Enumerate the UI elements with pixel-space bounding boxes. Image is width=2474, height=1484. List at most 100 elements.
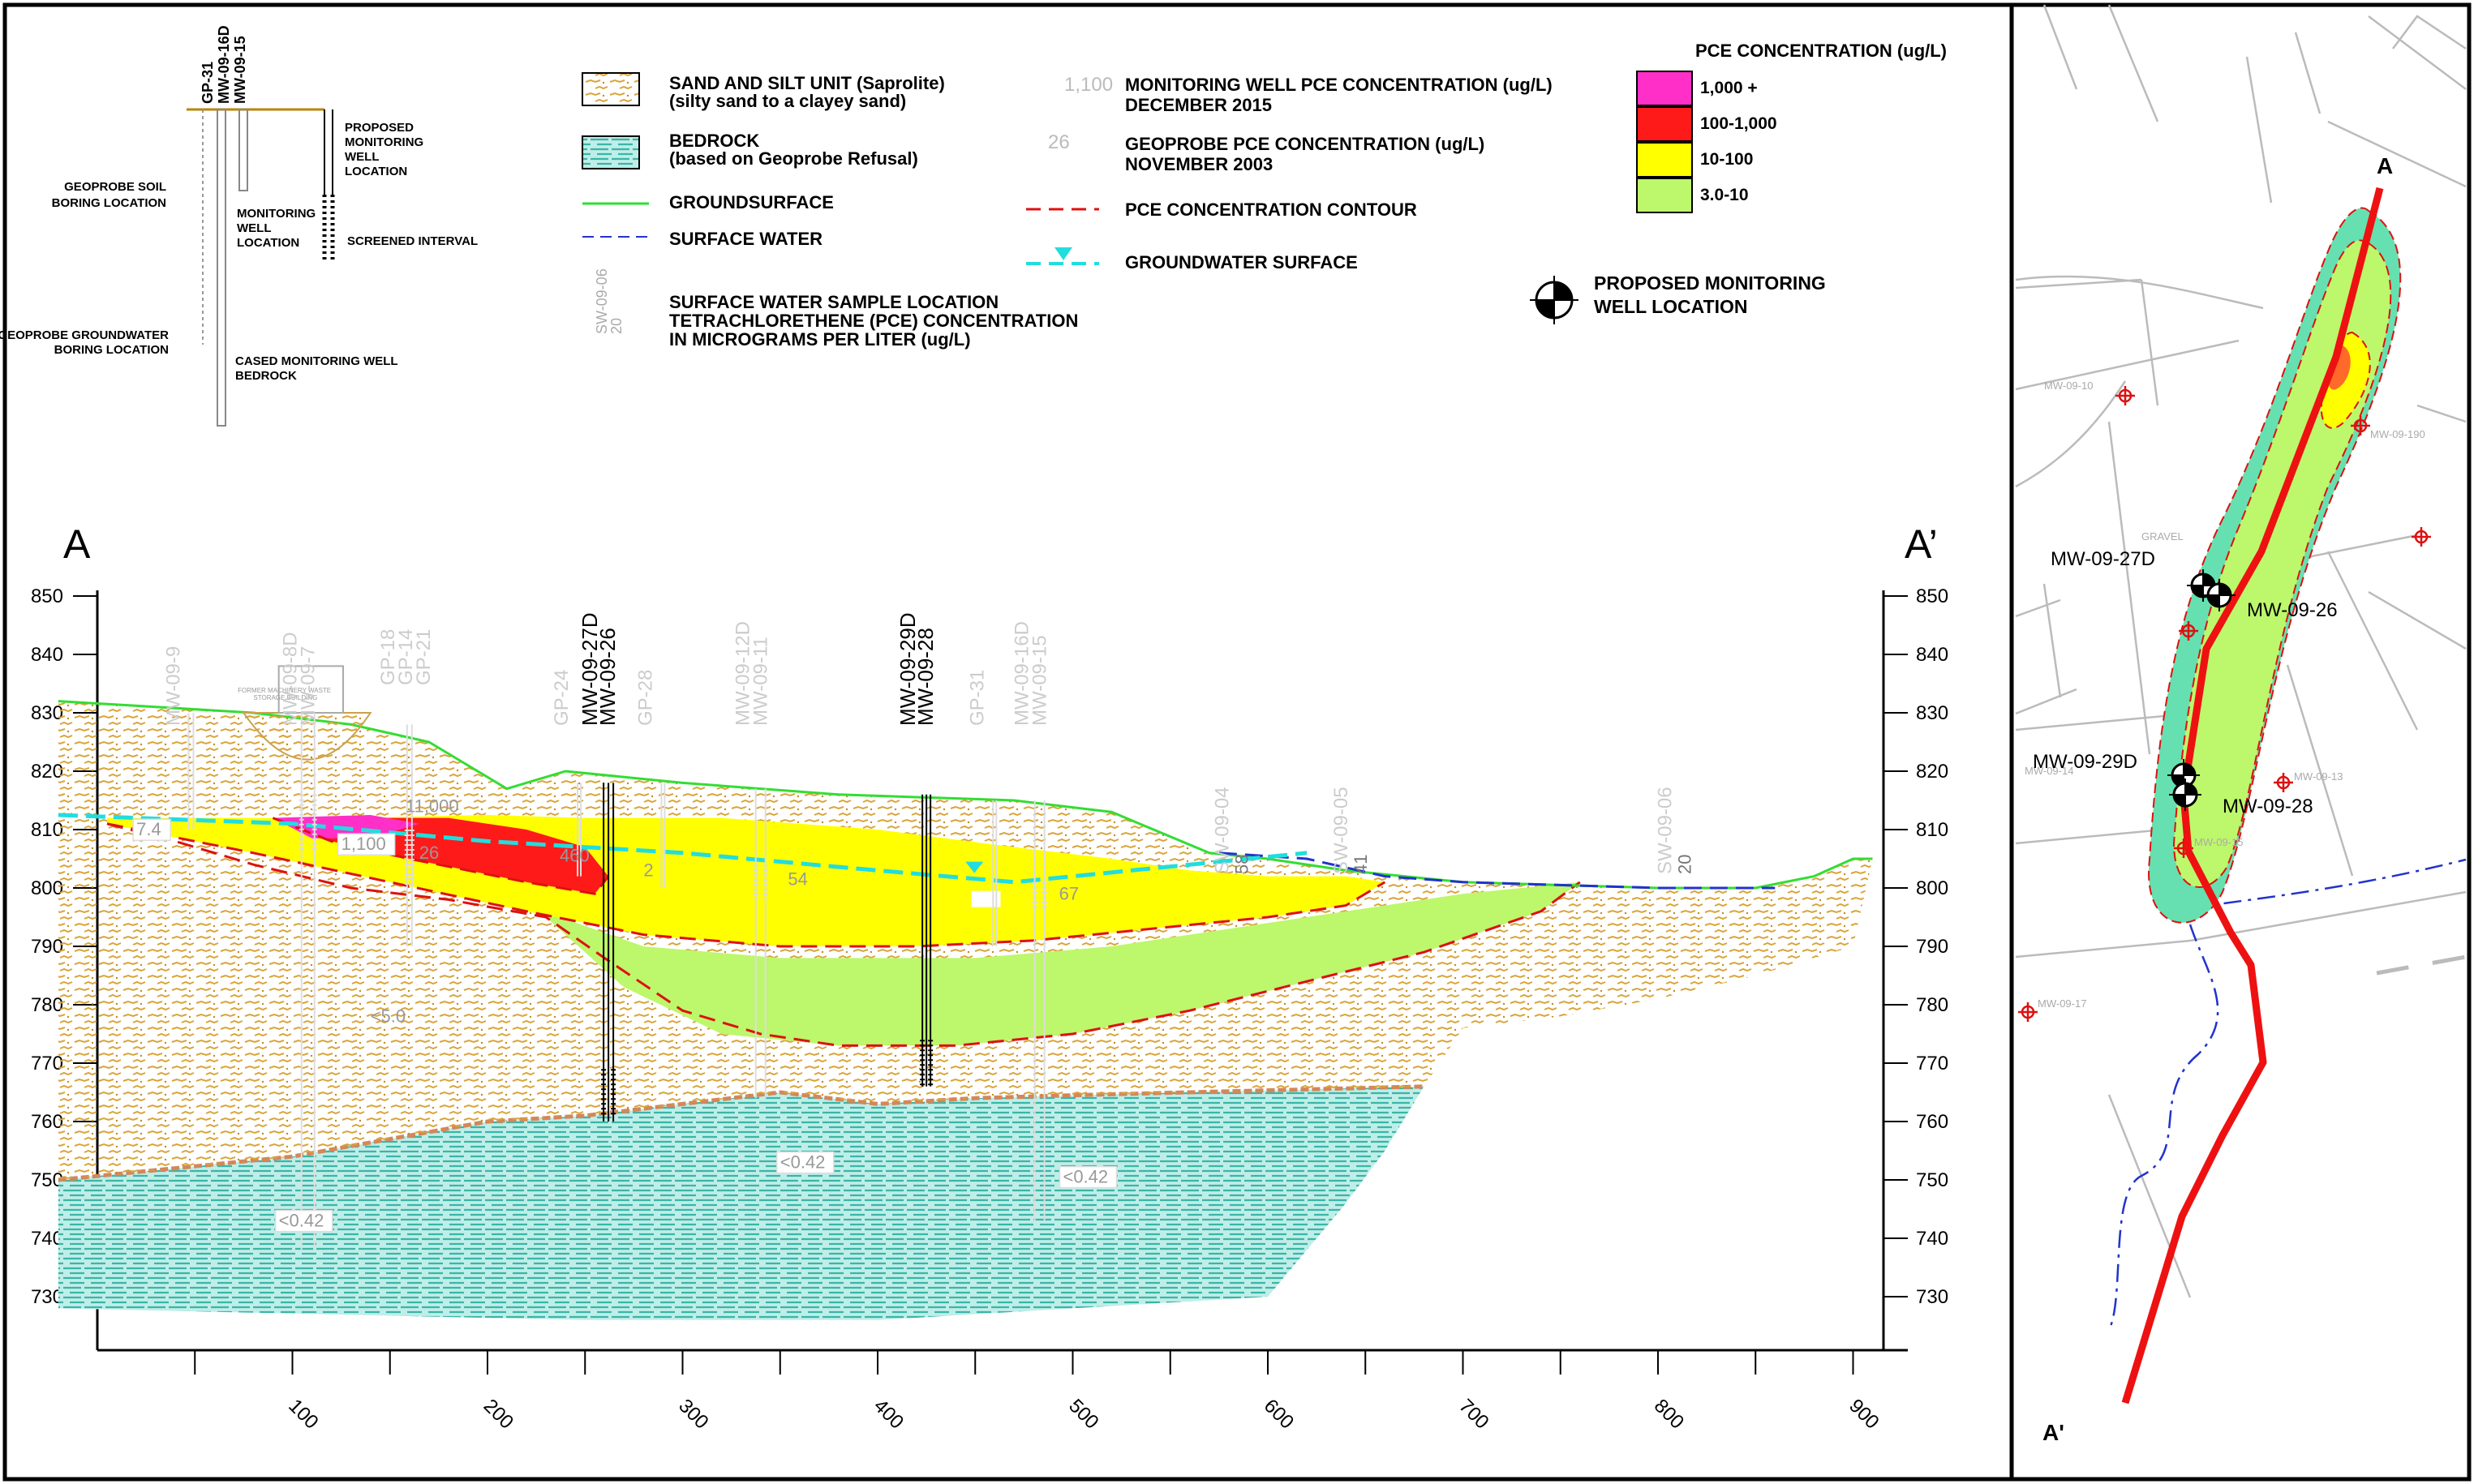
well-label: GP-18: [377, 629, 399, 685]
left-tick-label: 820: [31, 761, 63, 783]
map-proposed-wells: [2167, 569, 2236, 811]
key-label: CASED MONITORING WELL: [235, 354, 398, 368]
site-map: MW-09-10 MW-09-13 MW-09-17 MW-09-190 MW-…: [2015, 4, 2467, 1445]
bottom-tick-label: 500: [1064, 1395, 1102, 1433]
concentration-label: <0.42: [780, 1152, 826, 1173]
well-label: MW-09-16D: [1012, 621, 1033, 726]
well-label: GP-28: [634, 670, 656, 726]
map-well-label: MW-09-15: [2194, 836, 2243, 848]
concentration-label: 1,100: [341, 834, 386, 854]
legend-gp-value-example: 26: [1048, 131, 1070, 153]
key-label: PROPOSED: [345, 121, 414, 135]
map-label-a: A: [2377, 153, 2393, 178]
left-tick-label: 840: [31, 644, 63, 666]
legend-contour: PCE CONCENTRATION CONTOUR: [1125, 199, 1417, 220]
well-label: MW-09-15: [1029, 635, 1051, 726]
pce-legend: PCE CONCENTRATION (ug/L) 1,000 + 100-1,00…: [1636, 41, 1947, 213]
section-line-aa: [2121, 187, 2384, 1405]
concentration-label: 26: [419, 843, 439, 863]
map-proposed-label: MW-09-26: [2247, 599, 2338, 621]
groundwater-surface: [58, 813, 1308, 885]
concentration-label: 460: [560, 846, 590, 866]
legend-mw-conc-1: MONITORING WELL PCE CONCENTRATION (ug/L): [1125, 75, 1553, 95]
bottom-tick-label: 700: [1454, 1395, 1493, 1433]
key-label: GEOPROBE GROUNDWATER: [0, 328, 169, 342]
bottom-tick-label: 800: [1650, 1395, 1688, 1433]
bedrock-swatch: [582, 135, 640, 169]
concentration-label: 7.4: [136, 819, 161, 839]
well-label: MW-09-26: [595, 628, 620, 726]
map-minor-labels: MW-09-10 MW-09-13 MW-09-17 MW-09-190 MW-…: [2025, 380, 2425, 1010]
key-label: BEDROCK: [235, 369, 297, 383]
right-tick-label: 820: [1916, 761, 1948, 783]
bottom-tick-label: 400: [870, 1395, 908, 1433]
key-label: BORING LOCATION: [54, 343, 169, 357]
sw-sample-id: SW-09-04: [1212, 787, 1234, 874]
left-tick-label: 790: [31, 936, 63, 958]
map-well-label: MW-09-14: [2025, 765, 2073, 777]
right-tick-label: 800: [1916, 877, 1948, 899]
map-well-label: MW-09-190: [2370, 428, 2425, 440]
bottom-tick-label: 200: [479, 1395, 518, 1433]
key-label: WELL: [345, 150, 380, 164]
legend-proposed-1: PROPOSED MONITORING: [1594, 272, 1826, 294]
sw-sample-value: 41: [1351, 855, 1371, 874]
right-tick-label: 840: [1916, 644, 1948, 666]
excavation-fill: [242, 712, 372, 761]
left-tick-label: 850: [31, 585, 63, 607]
pce-swatch-label: 1,000 +: [1700, 79, 1758, 97]
concentration-label: 67: [1059, 883, 1079, 903]
section-label-a-prime: A’: [1905, 521, 1938, 567]
pce-legend-title: PCE CONCENTRATION (ug/L): [1695, 41, 1947, 61]
legend-proposed-2: WELL LOCATION: [1594, 296, 1748, 317]
left-tick-label: 770: [31, 1053, 63, 1074]
concentration-label: 11,000: [406, 796, 459, 816]
bottom-tick-label: 300: [674, 1395, 712, 1433]
legend-sand-sub: (silty sand to a clayey sand): [669, 91, 906, 111]
concentration-box: [776, 1151, 835, 1174]
legend-sw-sample-3: IN MICROGRAMS PER LITER (ug/L): [669, 329, 971, 350]
gw-triangle-icon: [1054, 247, 1072, 260]
pce-contour-3: [106, 822, 1581, 1047]
cross-section: A A’ 850 850 840 840 830 830 820 820 810 810 800 800 7…: [31, 521, 1948, 1434]
well-label: GP-24: [551, 670, 573, 726]
pce-legend-swatches: 1,000 + 100-1,000 10-100 3.0-10: [1636, 71, 1777, 213]
left-tick-label: 800: [31, 877, 63, 899]
proposed-well-legend-icon: [1530, 276, 1578, 324]
right-tick-label: 830: [1916, 702, 1948, 724]
left-tick-label: 750: [31, 1169, 63, 1191]
well-label: MW-09-27D: [578, 612, 602, 726]
key-label: GEOPROBE SOIL: [64, 180, 166, 194]
bedrock-body: [58, 1086, 1424, 1320]
legend-mw-value-example: 1,100: [1064, 74, 1113, 96]
map-proposed-label: MW-09-27D: [2051, 548, 2155, 570]
former-building: [277, 665, 345, 714]
right-tick-label: 850: [1916, 585, 1948, 607]
well-label: GP-14: [395, 629, 417, 685]
map-proposed-label: MW-09-29D: [2033, 751, 2137, 773]
bottom-tick-label: 900: [1845, 1395, 1883, 1433]
right-tick-label: 730: [1916, 1286, 1948, 1308]
legend-sw-sample-2: TETRACHLORETHENE (PCE) CONCENTRATION: [669, 311, 1078, 331]
map-proposed-label: MW-09-28: [2223, 796, 2313, 817]
sand-swatch: [582, 72, 640, 106]
concentration-label: <0.42: [1063, 1167, 1108, 1187]
legend-gp-conc-1: GEOPROBE PCE CONCENTRATION (ug/L): [1125, 134, 1484, 154]
pce-swatch-label: 10-100: [1700, 150, 1753, 169]
concentration-box: [274, 1209, 333, 1233]
key-well-id: MW-09-16D: [216, 25, 232, 104]
well-key-diagram: GP-31 MW-09-16D MW-09-15 GEOPROBE SOIL B…: [0, 25, 478, 427]
key-label: WELL: [237, 221, 272, 235]
section-label-a: A: [63, 521, 91, 567]
former-building-label: FORMER MACHINERY WASTE: [238, 687, 331, 694]
well-label: MW-09-11: [750, 637, 772, 726]
map-surface-water: [2107, 858, 2467, 1331]
well-label: GP-31: [966, 670, 988, 726]
bottom-tick-label: 600: [1260, 1395, 1298, 1433]
pce-swatch: [1636, 142, 1693, 178]
left-tick-label: 830: [31, 702, 63, 724]
well-label: MW-09-12D: [732, 621, 754, 726]
concentration-box: [132, 818, 171, 841]
